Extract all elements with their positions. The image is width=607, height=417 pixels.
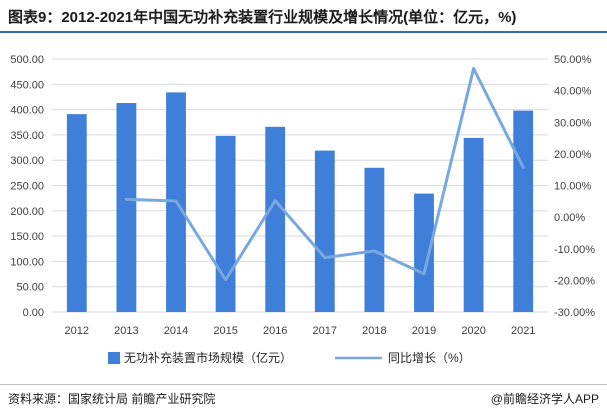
left-tick-label: 0.00 — [23, 307, 44, 319]
x-tick-label: 2012 — [65, 325, 89, 337]
bar — [265, 126, 286, 312]
left-tick-label: 200.00 — [10, 206, 44, 218]
left-tick-label: 450.00 — [10, 79, 44, 91]
left-tick-label: 350.00 — [10, 130, 44, 142]
x-tick-label: 2021 — [511, 325, 535, 337]
bar-series — [66, 92, 534, 313]
brand-credit: @前瞻经济学人APP — [490, 392, 599, 406]
x-tick-label: 2017 — [313, 325, 337, 337]
left-tick-label: 250.00 — [10, 181, 44, 193]
bar — [314, 150, 335, 312]
right-tick-label: 50.00% — [554, 54, 592, 66]
left-tick-label: 150.00 — [10, 231, 44, 243]
bar — [66, 114, 87, 313]
bar — [463, 137, 484, 312]
right-tick-label: 10.00% — [554, 181, 592, 193]
x-tick-label: 2015 — [213, 325, 237, 337]
legend-label-bar: 无功补充装置市场规模（亿元） — [124, 350, 292, 365]
x-tick-label: 2018 — [362, 325, 386, 337]
left-tick-label: 300.00 — [10, 155, 44, 167]
footer-rule — [0, 384, 607, 385]
left-tick-label: 50.00 — [16, 282, 44, 294]
title-underline — [0, 31, 607, 33]
source-note: 资料来源：国家统计局 前瞻产业研究院 — [8, 392, 216, 406]
bar — [116, 103, 137, 312]
chart-title: 图表9：2012-2021年中国无功补充装置行业规模及增长情况(单位：亿元，%) — [8, 9, 517, 26]
x-tick-label: 2019 — [412, 325, 436, 337]
right-tick-label: -10.00% — [554, 244, 595, 256]
right-tick-label: 0.00% — [554, 212, 585, 224]
x-tick-label: 2020 — [461, 325, 485, 337]
left-axis-ticks: 0.00 50.00 100.00 150.00 200.00 250.00 300.00 3… — [10, 54, 44, 319]
x-axis-ticks: 2012 2013 2014 2015 2016 2017 2018 2019 2020 2021 — [65, 325, 536, 337]
x-tick-label: 2013 — [114, 325, 138, 337]
right-tick-label: 20.00% — [554, 149, 592, 161]
growth-line — [124, 66, 525, 282]
right-tick-label: 30.00% — [554, 117, 592, 129]
bar — [215, 135, 236, 312]
x-tick-label: 2016 — [263, 325, 287, 337]
bar — [513, 110, 534, 312]
bar — [364, 167, 385, 312]
legend: 无功补充装置市场规模（亿元） 同比增长（%） — [108, 350, 471, 365]
left-tick-label: 400.00 — [10, 105, 44, 117]
line-series — [124, 66, 525, 282]
legend-swatch-bar — [108, 352, 120, 364]
right-tick-label: -20.00% — [554, 275, 595, 287]
right-tick-label: -30.00% — [554, 307, 595, 319]
left-tick-label: 100.00 — [10, 256, 44, 268]
bar — [414, 193, 434, 312]
legend-label-line: 同比增长（%） — [388, 351, 471, 365]
right-tick-label: 40.00% — [554, 86, 592, 98]
left-tick-label: 500.00 — [10, 54, 44, 66]
right-axis-ticks: -30.00% -20.00% -10.00% 0.00% 10.00% 20.00% 30… — [554, 54, 595, 319]
x-tick-label: 2014 — [164, 325, 188, 337]
